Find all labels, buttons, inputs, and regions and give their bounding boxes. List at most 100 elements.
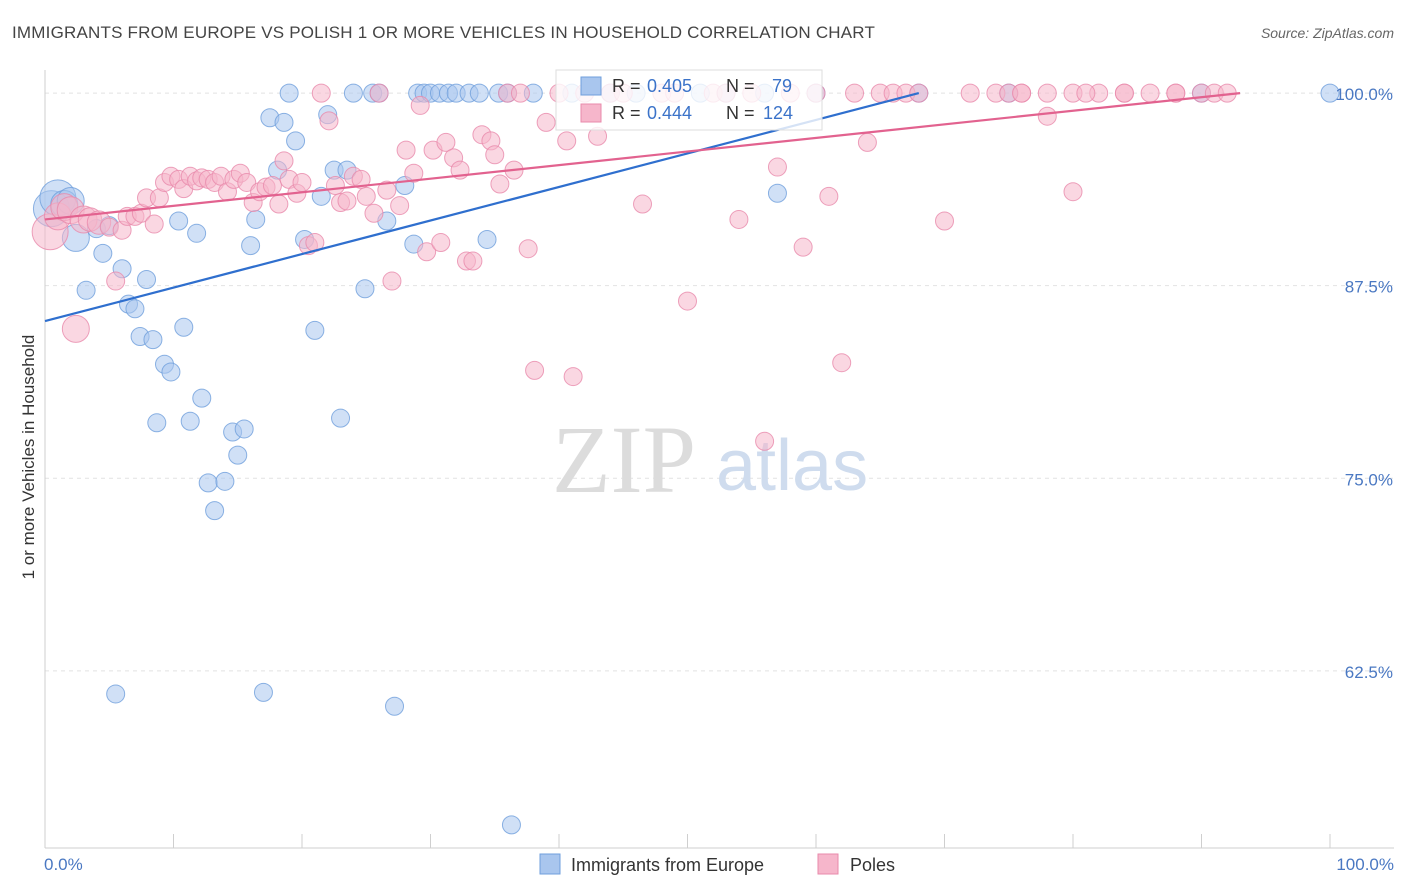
point-poles [382,271,402,291]
legend-r-label-europe: R = [612,76,641,96]
y-tick-label: 62.5% [1345,663,1393,682]
chart-title: IMMIGRANTS FROM EUROPE VS POLISH 1 OR MO… [12,23,875,42]
series-legend-swatch-europe [539,853,561,875]
point-poles [557,131,577,151]
point-poles [390,196,410,216]
watermark-atlas: atlas [716,426,868,506]
point-poles [337,191,357,211]
point-poles [436,132,456,152]
point-europe [311,186,331,206]
point-poles [1166,83,1186,103]
x-tick-max: 100.0% [1336,855,1394,874]
scatter-points [31,83,1340,835]
point-europe [228,445,248,465]
legend-n-value-europe: 79 [772,76,792,96]
point-poles [417,242,437,262]
point-europe [174,317,194,337]
series-legend-label-europe: Immigrants from Europe [571,855,764,875]
point-poles [404,163,424,183]
point-poles [1076,83,1096,103]
point-poles [369,83,389,103]
point-poles [292,172,312,192]
point-europe [161,362,181,382]
point-poles [935,211,954,231]
point-poles [377,180,397,200]
series-legend-label-poles: Poles [850,855,895,875]
point-poles [518,239,538,259]
y-axis-tick-labels: 100.0% 87.5% 75.0% 62.5% [1335,85,1393,682]
point-poles [237,172,257,192]
point-europe [106,684,126,704]
point-europe [469,83,489,103]
point-europe [246,209,266,229]
point-poles [356,186,376,206]
point-europe [192,388,212,408]
point-europe [385,696,405,716]
point-poles [1037,106,1057,126]
x-axis-ticks [44,834,1331,848]
x-tick-min: 0.0% [44,855,83,874]
point-europe [767,183,787,203]
legend-r-label-poles: R = [612,103,641,123]
point-europe [234,419,254,439]
point-europe [343,83,363,103]
point-poles [678,291,697,311]
point-poles [325,176,345,196]
point-poles [857,132,877,152]
trend-line-europe [44,92,920,323]
point-poles [410,95,430,115]
point-poles [262,176,282,196]
point-poles [319,111,339,131]
point-poles [755,431,775,451]
point-poles [633,194,653,214]
legend-r-value-europe: 0.405 [647,76,692,96]
point-poles [396,140,416,160]
point-poles [311,83,331,103]
point-poles [1114,83,1134,103]
point-europe [305,320,325,340]
point-europe [215,471,235,491]
point-europe [125,299,145,319]
point-poles [274,151,294,171]
point-poles [144,214,164,234]
point-europe [205,501,225,521]
point-poles [364,203,384,223]
point-poles [61,314,90,343]
point-europe [143,330,163,350]
point-europe [180,411,200,431]
point-europe [355,279,375,299]
point-poles [1012,83,1032,103]
legend-swatch-europe [580,76,602,96]
point-europe [253,682,273,702]
point-poles [525,360,545,380]
point-europe [93,243,113,263]
point-europe [501,815,521,835]
point-poles [1063,182,1083,202]
point-europe [187,223,207,243]
watermark: ZIP atlas [552,406,868,513]
series-legend: Immigrants from Europe Poles [539,853,895,875]
point-europe [137,270,157,290]
point-europe [241,236,261,256]
point-poles [510,83,530,103]
trend-lines [44,92,1241,323]
point-europe [477,229,497,249]
legend-r-value-poles: 0.444 [647,103,692,123]
point-europe [286,131,306,151]
point-poles [729,209,749,229]
point-poles [793,237,813,257]
point-europe [331,408,351,428]
legend-n-label-europe: N = [726,76,755,96]
series-legend-swatch-poles [817,853,839,875]
point-poles [960,83,980,103]
legend-n-value-poles: 124 [763,103,793,123]
point-poles [832,353,852,373]
y-tick-label: 100.0% [1335,85,1393,104]
point-poles [845,83,865,103]
point-poles [485,145,505,165]
point-europe [76,280,96,300]
point-poles [431,233,451,253]
point-europe [169,211,189,231]
point-europe [279,83,299,103]
